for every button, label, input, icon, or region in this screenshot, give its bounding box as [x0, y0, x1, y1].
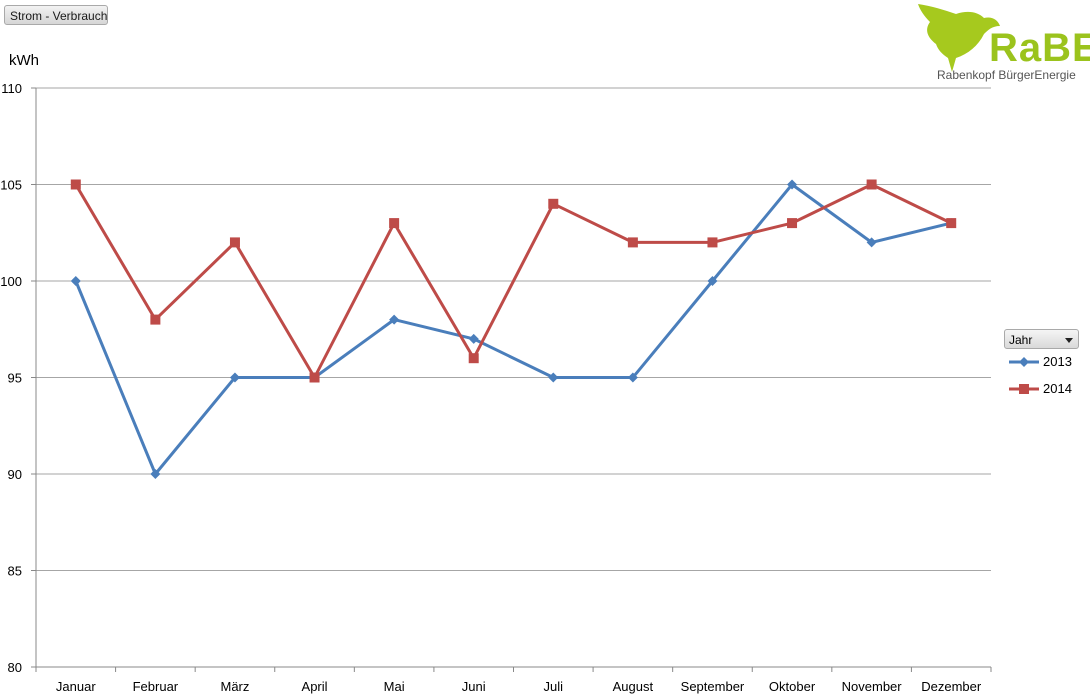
legend-filter-label: Jahr [1009, 333, 1033, 347]
x-tick-label: Juni [462, 679, 486, 694]
data-point-2013 [548, 372, 559, 383]
legend-swatch-2013 [1009, 357, 1039, 367]
y-tick-label: 105 [0, 178, 22, 193]
data-point-2014 [389, 218, 400, 229]
y-tick-label: 80 [8, 660, 22, 675]
series-line-2014 [74, 183, 952, 379]
data-point-2013 [70, 276, 81, 286]
data-point-2014 [150, 314, 161, 325]
raven-icon [918, 4, 1000, 72]
data-point-2013 [229, 372, 240, 383]
data-point-2013 [707, 276, 718, 286]
legend-label-2014: 2014 [1043, 381, 1072, 396]
y-tick-label: 100 [0, 274, 22, 289]
x-tick-label: September [681, 679, 745, 694]
data-point-2014 [309, 372, 320, 383]
x-tick-label: April [302, 679, 328, 694]
x-tick-label: Januar [56, 679, 96, 694]
series-line-2013 [74, 183, 952, 476]
x-tick-label: Juli [544, 679, 564, 694]
data-point-2014 [229, 237, 240, 248]
report-filter-button[interactable]: Strom - Verbrauch [4, 5, 108, 25]
data-point-2014 [866, 179, 877, 190]
y-tick-label: 85 [8, 564, 22, 579]
x-tick-label: August [613, 679, 654, 694]
data-point-2013 [866, 237, 877, 248]
y-tick-label: 95 [8, 371, 22, 386]
chevron-down-icon [1065, 338, 1073, 343]
data-point-2014 [70, 179, 81, 190]
data-point-2013 [150, 469, 161, 479]
x-tick-label: Dezember [921, 679, 982, 694]
x-tick-label: März [221, 679, 250, 694]
x-tick-label: November [842, 679, 903, 694]
logo-wordmark: RaBE [989, 26, 1090, 70]
data-point-2013 [468, 333, 479, 344]
x-tick-label: Februar [133, 679, 179, 694]
data-point-2014 [946, 218, 957, 229]
data-point-2014 [468, 353, 479, 364]
legend-filter-dropdown[interactable]: Jahr [1004, 329, 1079, 349]
legend-marker-2014 [1019, 384, 1029, 394]
data-point-2013 [787, 179, 798, 190]
logo-subtitle: Rabenkopf BürgerEnergie [937, 68, 1076, 82]
y-tick-label: 90 [8, 467, 22, 482]
data-point-2014 [548, 198, 559, 209]
y-axis-unit-label: kWh [9, 52, 39, 69]
data-point-2014 [787, 218, 798, 229]
data-point-2013 [389, 314, 400, 325]
y-tick-label: 110 [1, 81, 22, 96]
legend-marker-2013 [1019, 357, 1029, 367]
data-point-2014 [627, 237, 638, 248]
data-point-2013 [627, 372, 638, 383]
legend-swatch-2014 [1009, 384, 1039, 394]
legend-label-2013: 2013 [1043, 354, 1072, 369]
x-tick-label: Oktober [769, 679, 816, 694]
x-tick-label: Mai [384, 679, 405, 694]
data-point-2014 [707, 237, 718, 248]
